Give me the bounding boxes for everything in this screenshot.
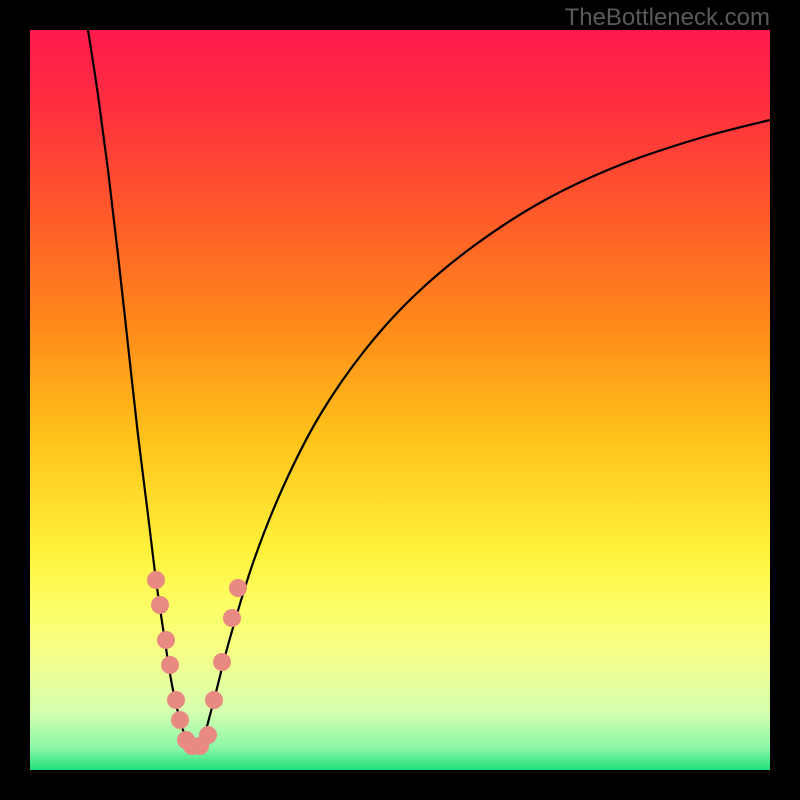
data-marker <box>168 692 185 709</box>
data-marker <box>224 610 241 627</box>
data-marker <box>214 654 231 671</box>
data-marker <box>200 727 217 744</box>
data-marker <box>152 597 169 614</box>
watermark-text: TheBottleneck.com <box>565 4 770 32</box>
plot-background <box>30 30 770 770</box>
chart-container: TheBottleneck.com <box>0 0 800 800</box>
data-marker <box>148 572 165 589</box>
data-marker <box>206 692 223 709</box>
data-marker <box>172 712 189 729</box>
data-marker <box>158 632 175 649</box>
data-marker <box>230 580 247 597</box>
chart-svg <box>0 0 800 800</box>
data-marker <box>162 657 179 674</box>
